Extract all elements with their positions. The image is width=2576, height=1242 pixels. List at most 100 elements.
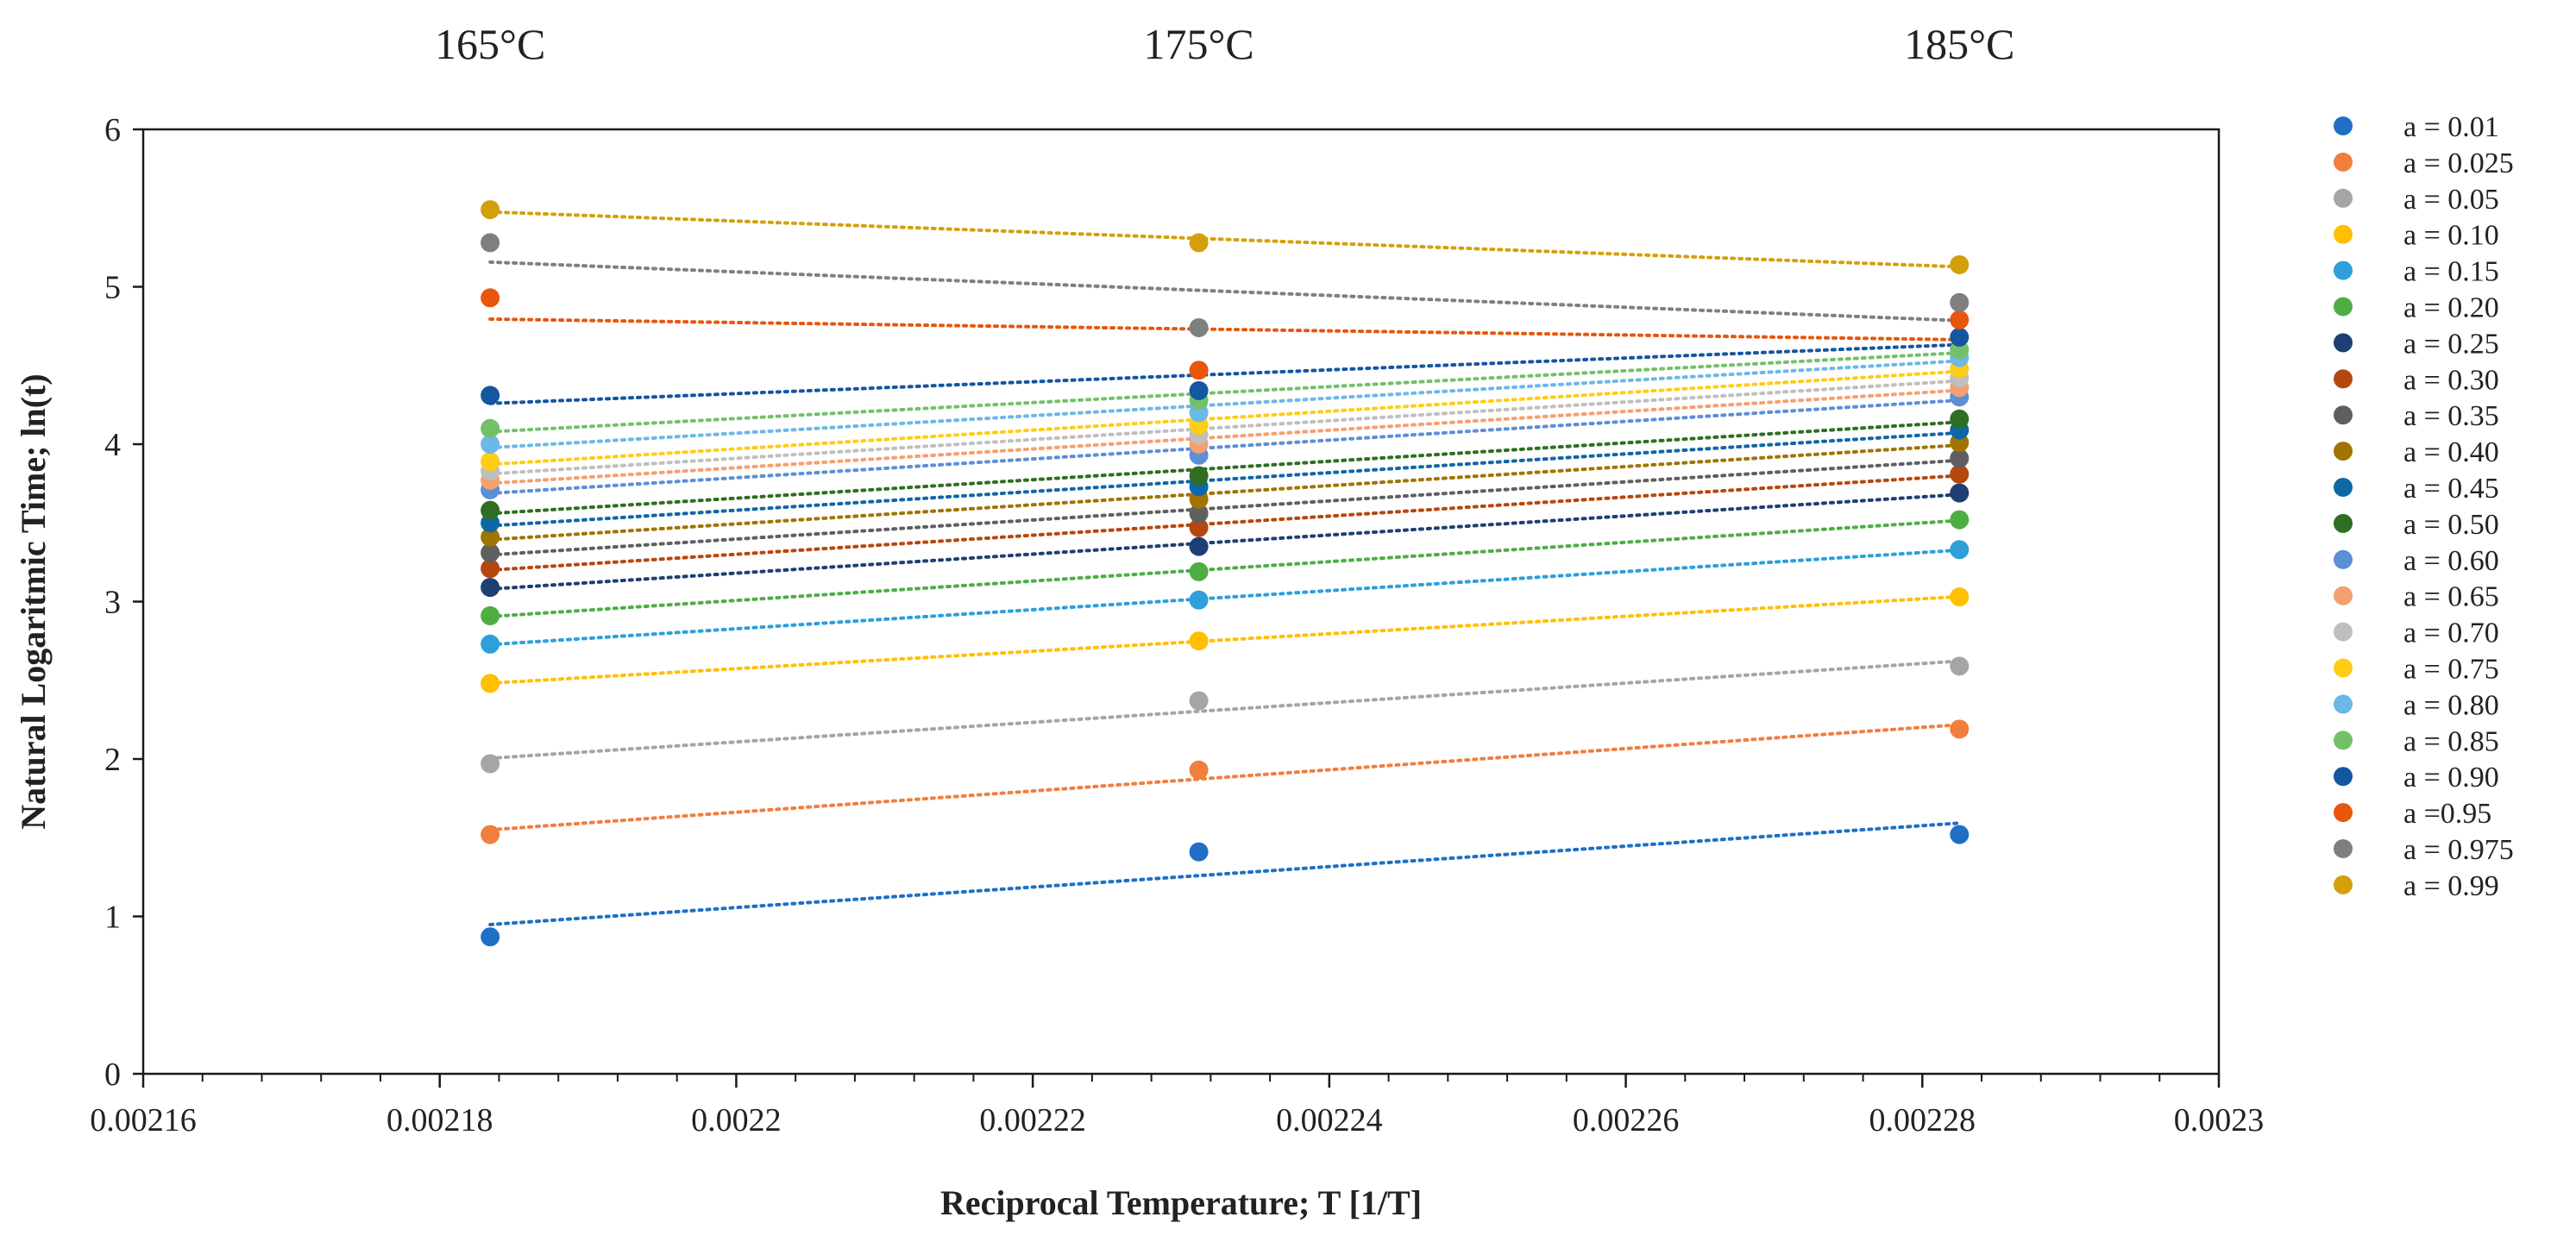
trendline-series-11 [488, 420, 1962, 516]
legend-label: a = 0.30 [2403, 364, 2499, 396]
data-point-series-8 [481, 543, 500, 562]
legend-marker [2334, 333, 2353, 353]
legend-marker [2334, 152, 2353, 172]
data-point-series-1 [481, 825, 500, 844]
legend-marker [2334, 694, 2353, 714]
temperature-label: 175°C [1143, 20, 1253, 68]
trendline-series-17 [488, 351, 1962, 434]
data-point-series-4 [1950, 540, 1970, 560]
legend-marker [2334, 224, 2353, 244]
data-point-series-7 [1950, 464, 1970, 484]
data-point-series-2 [481, 754, 500, 774]
legend-marker [2334, 442, 2353, 461]
data-point-series-19 [481, 288, 500, 308]
data-point-series-4 [481, 634, 500, 654]
legend-marker [2334, 549, 2353, 569]
legend-marker [2334, 658, 2353, 678]
legend-marker [2334, 875, 2353, 894]
x-axis-title: Reciprocal Temperature; T [1/T] [940, 1183, 1422, 1222]
trendline-series-1 [488, 723, 1962, 832]
data-point-series-2 [1950, 656, 1970, 676]
trendline-series-5 [488, 518, 1962, 618]
trendline-series-0 [488, 821, 1962, 926]
trendline-series-12 [488, 398, 1962, 495]
temperature-label: 165°C [435, 20, 545, 68]
data-point-series-3 [1189, 631, 1209, 651]
data-point-layer [481, 200, 1970, 947]
data-point-series-2 [1189, 691, 1209, 711]
trendline-series-10 [488, 430, 1962, 528]
x-tick-label: 0.00228 [1869, 1102, 1976, 1138]
data-point-series-9 [481, 527, 500, 547]
axis-layer: 0 1 2 3 4 5 6 0.00216 0.00218 0.0022 0.00222 0.0022… [90, 112, 2264, 1138]
data-point-series-11 [1950, 409, 1970, 429]
data-point-series-19 [1189, 361, 1209, 380]
legend-label: a =0.95 [2403, 798, 2491, 830]
temperature-labels: 165°C 175°C 185°C [435, 20, 2014, 68]
x-tick-label: 0.0022 [691, 1102, 782, 1138]
trendline-series-7 [488, 474, 1962, 573]
data-point-series-6 [1950, 483, 1970, 503]
legend-marker [2334, 731, 2353, 750]
legend-label: a = 0.01 [2403, 111, 2499, 143]
temperature-label: 185°C [1904, 20, 2014, 68]
y-tick-label: 2 [104, 742, 121, 778]
data-point-series-3 [1950, 587, 1970, 607]
trendline-series-13 [488, 388, 1962, 486]
legend-label: a = 0.99 [2403, 870, 2499, 902]
data-point-series-11 [1189, 466, 1209, 486]
legend-label: a = 0.70 [2403, 618, 2499, 649]
trendline-series-21 [488, 210, 1962, 269]
x-tick-label: 0.00216 [90, 1102, 197, 1138]
legend-label: a = 0.75 [2403, 654, 2499, 686]
legend-label: a = 0.90 [2403, 762, 2499, 794]
data-point-series-1 [1950, 719, 1970, 739]
legend-marker [2334, 297, 2353, 317]
trendline-series-9 [488, 443, 1962, 542]
legend-label: a = 0.10 [2403, 220, 2499, 252]
y-axis-title: Natural Logaritmic Time; ln(t) [14, 373, 53, 829]
legend-label: a = 0.40 [2403, 436, 2499, 468]
data-point-series-11 [481, 500, 500, 520]
data-point-series-8 [1189, 504, 1209, 524]
x-tick-label: 0.00224 [1276, 1102, 1383, 1138]
data-point-series-0 [1950, 825, 1970, 844]
x-tick-label: 0.00226 [1573, 1102, 1680, 1138]
data-point-series-5 [1950, 510, 1970, 530]
legend-label: a = 0.60 [2403, 545, 2499, 577]
legend-label: a = 0.45 [2403, 473, 2499, 505]
data-point-series-0 [481, 927, 500, 947]
legend-label: a = 0.25 [2403, 328, 2499, 360]
legend-marker [2334, 586, 2353, 605]
legend-label: a = 0.35 [2403, 400, 2499, 432]
data-point-series-7 [1189, 518, 1209, 537]
trendline-series-18 [488, 342, 1962, 405]
legend-marker [2334, 513, 2353, 533]
trendline-series-8 [488, 458, 1962, 557]
legend-label: a = 0.50 [2403, 509, 2499, 541]
legend-label: a = 0.65 [2403, 581, 2499, 613]
trendline-series-3 [488, 594, 1962, 686]
data-point-series-0 [1189, 842, 1209, 862]
legend-label: a = 0.15 [2403, 256, 2499, 288]
x-tick-label: 0.00222 [979, 1102, 1086, 1138]
y-tick-label: 0 [104, 1057, 121, 1093]
data-point-series-16 [481, 435, 500, 454]
legend-marker [2334, 478, 2353, 497]
legend-label: a = 0.80 [2403, 689, 2499, 721]
trendline-series-15 [488, 369, 1962, 467]
legend-label: a = 0.975 [2403, 834, 2514, 866]
legend-label: a = 0.05 [2403, 184, 2499, 216]
y-tick-label: 1 [104, 900, 121, 936]
trendline-series-2 [488, 659, 1962, 761]
data-point-series-6 [1189, 536, 1209, 556]
y-tick-label: 3 [104, 585, 121, 621]
trendline-layer [488, 210, 1962, 926]
trendline-series-16 [488, 359, 1962, 450]
y-tick-label: 5 [104, 270, 121, 306]
data-point-series-17 [481, 418, 500, 438]
legend-marker [2334, 767, 2353, 787]
data-point-series-18 [481, 386, 500, 405]
